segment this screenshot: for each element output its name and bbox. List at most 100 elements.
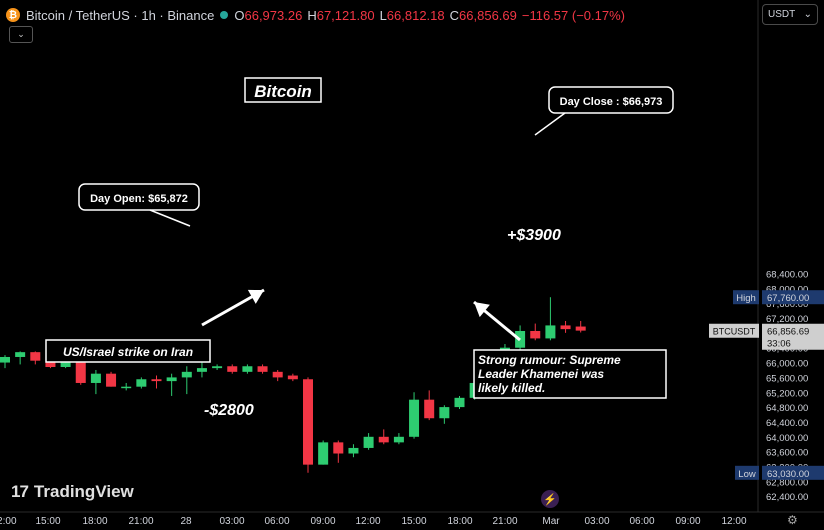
low-tag-value: 63,030.00 <box>767 469 809 480</box>
x-tick-label: 12:00 <box>0 516 17 527</box>
drop-label: -$2800 <box>204 402 254 419</box>
collapse-legend-button[interactable]: ⌄ <box>9 26 33 43</box>
last-price-symbol: BTCUSDT <box>713 327 756 337</box>
open-label: O <box>234 7 245 23</box>
currency-selector[interactable]: USDT ⌄ <box>762 4 818 25</box>
candle-down[interactable] <box>227 366 238 372</box>
candle-up[interactable] <box>545 325 556 339</box>
candle-up[interactable] <box>136 379 147 387</box>
x-tick-label: 15:00 <box>35 516 60 527</box>
candle-up[interactable] <box>90 373 101 383</box>
candle-up[interactable] <box>196 368 207 372</box>
candle-down[interactable] <box>575 326 586 331</box>
candle-down[interactable] <box>45 360 56 368</box>
bitcoin-title-box <box>244 77 322 103</box>
candle-down[interactable] <box>333 442 344 454</box>
low-label: L <box>379 7 387 23</box>
low-tag-label: Low <box>738 469 756 480</box>
open-value: 66,973.26 <box>244 7 303 23</box>
day-open-box <box>78 183 200 211</box>
lightning-icon[interactable]: ⚡ <box>541 490 559 508</box>
candle-up[interactable] <box>212 366 223 369</box>
market-status-dot-icon <box>220 11 229 19</box>
low-value: 66,812.18 <box>386 7 445 23</box>
x-tick-label: 18:00 <box>447 516 472 527</box>
candle-up[interactable] <box>0 356 10 363</box>
low-tag-box <box>762 465 824 480</box>
last-price-value: 66,856.69 <box>767 327 809 338</box>
candle-up[interactable] <box>454 397 465 408</box>
candle-down[interactable] <box>287 375 298 380</box>
candle-up[interactable] <box>318 442 329 465</box>
bitcoin-logo-icon: ₿ <box>6 8 20 22</box>
change-value: −116.57 (−0.17%) <box>521 7 625 23</box>
x-tick-label: 12:00 <box>355 516 380 527</box>
y-tick-label: 64,000.00 <box>766 433 808 444</box>
strike-arrow-head <box>247 289 264 304</box>
high-label: H <box>307 7 317 23</box>
candle-up[interactable] <box>15 352 26 357</box>
candle-up[interactable] <box>60 362 71 368</box>
candle-up[interactable] <box>242 366 253 372</box>
x-tick-label: Mar <box>542 516 560 527</box>
x-tick-label: 28 <box>180 516 192 527</box>
settings-gear-icon[interactable]: ⚙ <box>787 513 798 527</box>
strike-annotation-box <box>45 339 211 363</box>
strike-annotation-text: US/Israel strike on Iran <box>63 345 193 359</box>
y-tick-label: 68,400.00 <box>766 269 808 280</box>
candle-up[interactable] <box>439 407 450 419</box>
bitcoin-title: Bitcoin <box>254 82 312 101</box>
candle-up[interactable] <box>181 371 192 378</box>
gain-label: +$3900 <box>507 227 561 244</box>
x-tick-label: 03:00 <box>219 516 244 527</box>
y-tick-label: 64,800.00 <box>766 403 808 414</box>
candle-down[interactable] <box>75 362 86 383</box>
candle-down[interactable] <box>560 325 571 330</box>
day-open-pointer <box>149 209 191 227</box>
candle-down[interactable] <box>257 366 268 372</box>
x-tick-label: 06:00 <box>264 516 289 527</box>
candle-down[interactable] <box>303 379 313 465</box>
day-close-text: Day Close : $66,973 <box>560 96 663 108</box>
x-tick-label: 15:00 <box>401 516 426 527</box>
candle-up[interactable] <box>348 447 359 454</box>
candle-down[interactable] <box>424 399 435 419</box>
rumour-annotation-box <box>473 349 667 399</box>
y-tick-label: 67,600.00 <box>766 299 808 310</box>
tradingview-mark-icon: 17 <box>11 482 29 501</box>
high-value: 67,121.80 <box>316 7 375 23</box>
last-price-symbol-box <box>709 323 759 338</box>
candle-down[interactable] <box>30 352 41 361</box>
candle-down[interactable] <box>272 371 283 378</box>
day-close-box <box>548 86 674 114</box>
y-tick-label: 66,000.00 <box>766 359 808 370</box>
x-tick-label: 12:00 <box>721 516 746 527</box>
rumour-annotation-text: likely killed. <box>478 381 545 395</box>
candle-down[interactable] <box>151 379 162 382</box>
candle-up[interactable] <box>409 399 420 437</box>
rumour-arrow-head <box>474 302 490 318</box>
low-tag-label-box <box>735 465 759 480</box>
high-tag-label: High <box>736 293 756 304</box>
day-close-pointer <box>534 112 566 136</box>
close-label: C <box>449 7 460 23</box>
tradingview-wordmark: TradingView <box>33 482 134 501</box>
candle-down[interactable] <box>106 373 117 387</box>
symbol-title[interactable]: Bitcoin / TetherUS · 1h · Binance <box>26 7 215 23</box>
y-tick-label: 64,400.00 <box>766 418 808 429</box>
candle-up[interactable] <box>121 386 132 389</box>
candle-down[interactable] <box>378 436 389 443</box>
x-tick-label: 09:00 <box>310 516 335 527</box>
y-tick-label: 62,800.00 <box>766 477 808 488</box>
y-tick-label: 65,200.00 <box>766 388 808 399</box>
x-tick-label: 03:00 <box>584 516 609 527</box>
day-open-text: Day Open: $65,872 <box>90 193 188 205</box>
chevron-down-icon: ⌄ <box>17 29 25 39</box>
candle-down[interactable] <box>530 330 541 339</box>
candle-up[interactable] <box>393 436 404 443</box>
tradingview-logo[interactable]: 17 TradingView <box>11 482 134 502</box>
candle-up[interactable] <box>363 436 374 448</box>
y-tick-label: 67,200.00 <box>766 314 808 325</box>
candle-up[interactable] <box>166 377 177 382</box>
